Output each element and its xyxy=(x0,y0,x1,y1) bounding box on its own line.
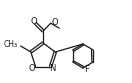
Text: O: O xyxy=(52,18,58,27)
Text: O: O xyxy=(29,63,35,73)
Text: O: O xyxy=(31,17,37,26)
Text: N: N xyxy=(49,64,55,73)
Text: F: F xyxy=(84,65,89,74)
Text: CH₃: CH₃ xyxy=(3,41,18,49)
